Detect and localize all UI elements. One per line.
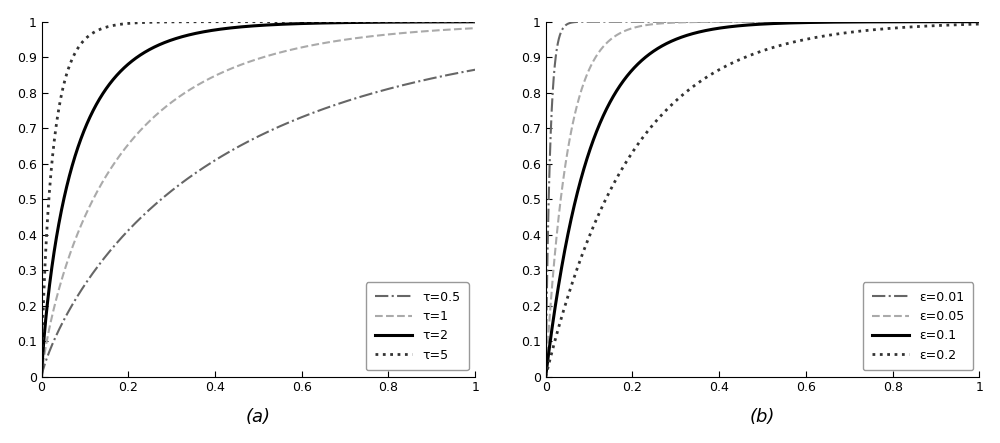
τ=5: [414, 19, 426, 24]
τ=1: [469, 26, 481, 31]
τ=2: [111, 73, 123, 78]
ε=0.05: [706, 19, 718, 24]
τ=5: [202, 19, 214, 24]
τ=1: [85, 201, 97, 206]
τ=5: [221, 19, 233, 24]
ε=0.05: [973, 19, 985, 24]
ε=0.1: [706, 27, 718, 32]
ε=0.2: [973, 21, 985, 27]
τ=5: [469, 19, 481, 24]
Line: τ=2: τ=2: [42, 22, 475, 377]
Line: ε=0.2: ε=0.2: [546, 24, 979, 377]
τ=1: [202, 77, 214, 82]
ε=0.2: [918, 23, 930, 29]
τ=1: [221, 68, 233, 73]
ε=0.2: [706, 71, 718, 77]
τ=5: [85, 31, 97, 37]
τ=2: [36, 374, 48, 379]
τ=0.5: [461, 69, 473, 74]
Line: τ=5: τ=5: [42, 22, 475, 377]
ε=0.01: [589, 19, 601, 24]
τ=2: [461, 19, 473, 24]
ε=0.01: [706, 19, 718, 24]
τ=2: [221, 26, 233, 31]
τ=0.5: [111, 241, 123, 246]
τ=1: [414, 29, 426, 34]
ε=0.01: [702, 19, 714, 24]
ε=0.2: [589, 220, 601, 225]
ε=0.05: [965, 19, 977, 24]
τ=1: [111, 157, 123, 163]
ε=0.01: [615, 19, 627, 24]
τ=2: [414, 19, 426, 25]
τ=2: [202, 28, 214, 34]
ε=0.01: [973, 19, 985, 24]
ε=0.2: [725, 61, 737, 66]
Line: ε=0.01: ε=0.01: [546, 22, 979, 377]
Line: τ=0.5: τ=0.5: [42, 70, 475, 377]
Line: ε=0.1: ε=0.1: [546, 22, 979, 377]
τ=0.5: [36, 374, 48, 379]
τ=0.5: [221, 151, 233, 156]
ε=0.1: [589, 132, 601, 138]
τ=5: [461, 19, 473, 24]
ε=0.2: [540, 374, 552, 379]
Line: τ=1: τ=1: [42, 28, 475, 377]
τ=0.5: [414, 78, 426, 84]
X-axis label: (a): (a): [246, 408, 271, 426]
ε=0.01: [965, 19, 977, 24]
τ=5: [36, 374, 48, 379]
τ=1: [36, 374, 48, 379]
ε=0.1: [918, 19, 930, 24]
ε=0.01: [725, 19, 737, 24]
ε=0.05: [918, 19, 930, 24]
τ=5: [111, 22, 123, 27]
τ=2: [85, 112, 97, 117]
ε=0.2: [615, 168, 627, 174]
τ=0.5: [202, 162, 214, 167]
ε=0.01: [918, 19, 930, 24]
ε=0.05: [589, 55, 601, 61]
τ=1: [461, 26, 473, 31]
ε=0.2: [965, 22, 977, 27]
τ=0.5: [469, 67, 481, 72]
ε=0.05: [540, 374, 552, 379]
ε=0.05: [615, 30, 627, 35]
τ=0.5: [85, 273, 97, 278]
ε=0.1: [540, 374, 552, 379]
ε=0.01: [540, 374, 552, 379]
Legend: τ=0.5, τ=1, τ=2, τ=5: τ=0.5, τ=1, τ=2, τ=5: [366, 282, 469, 370]
ε=0.1: [965, 19, 977, 24]
ε=0.05: [725, 19, 737, 24]
Line: ε=0.05: ε=0.05: [546, 22, 979, 377]
ε=0.1: [725, 24, 737, 29]
Legend: ε=0.01, ε=0.05, ε=0.1, ε=0.2: ε=0.01, ε=0.05, ε=0.1, ε=0.2: [863, 282, 973, 370]
ε=0.1: [973, 19, 985, 24]
τ=2: [469, 19, 481, 24]
X-axis label: (b): (b): [750, 408, 775, 426]
ε=0.1: [615, 82, 627, 87]
